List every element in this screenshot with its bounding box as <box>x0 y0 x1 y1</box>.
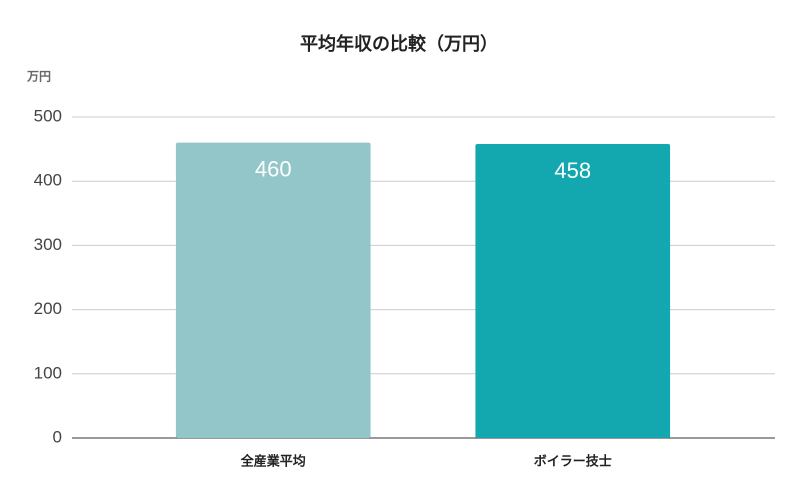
value-label: 458 <box>554 158 591 183</box>
y-axis-label: 万円 <box>26 70 51 84</box>
y-tick-label: 300 <box>34 235 62 254</box>
bar <box>475 143 671 439</box>
y-tick-label: 400 <box>34 171 62 190</box>
y-tick-label: 0 <box>53 427 62 446</box>
value-label: 460 <box>255 156 292 181</box>
x-tick-label: ボイラー技士 <box>534 454 612 470</box>
y-tick-label: 100 <box>34 363 62 382</box>
chart-title: 平均年収の比較（万円） <box>300 33 498 55</box>
x-tick-label: 全産業平均 <box>240 454 306 470</box>
y-tick-label: 500 <box>34 106 62 125</box>
bar <box>175 142 371 438</box>
y-tick-label: 200 <box>34 299 62 318</box>
